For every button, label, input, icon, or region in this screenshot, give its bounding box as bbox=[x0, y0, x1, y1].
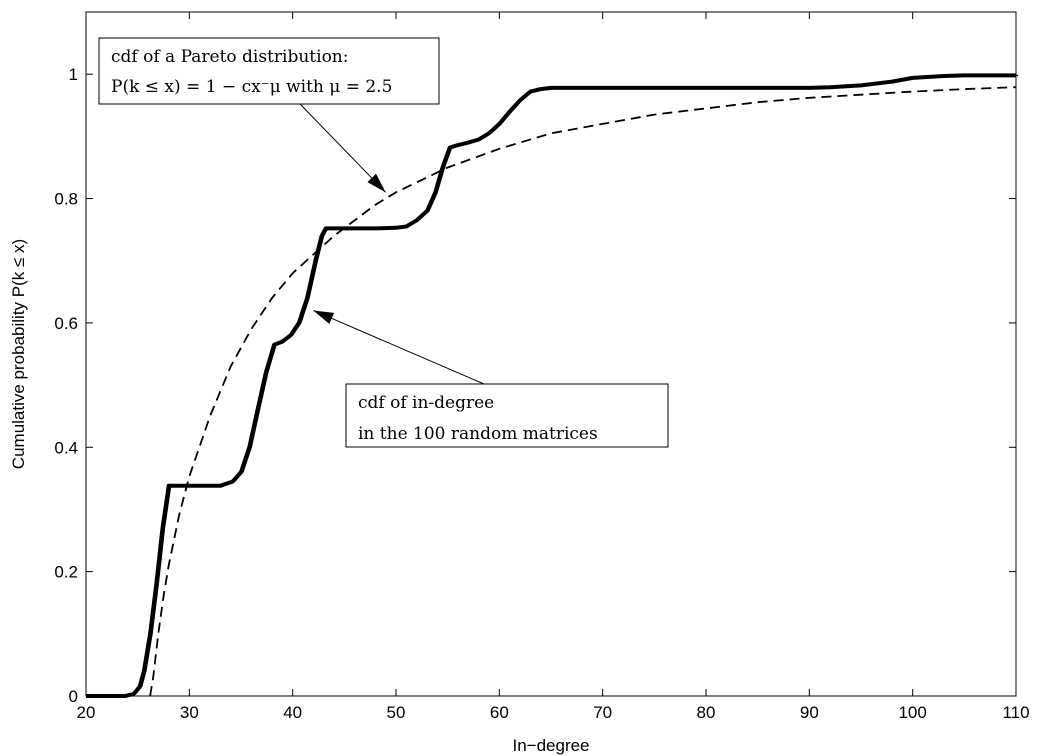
x-tick-label: 50 bbox=[387, 703, 406, 722]
series-indegree-line bbox=[88, 74, 1018, 697]
y-tick-label: 0 bbox=[69, 687, 78, 706]
series-pareto bbox=[149, 86, 1017, 697]
annotation-arrow bbox=[299, 103, 387, 193]
annotation-arrow bbox=[313, 310, 485, 385]
series-layer bbox=[86, 73, 1018, 698]
y-tick-label: 0.8 bbox=[54, 190, 78, 209]
x-tick-label: 90 bbox=[800, 703, 819, 722]
annotation-text: P(k ≤ x) = 1 − cx⁻μ with μ = 2.5 bbox=[111, 77, 392, 97]
annotation-arrowhead bbox=[313, 310, 335, 324]
y-tick-label: 0.6 bbox=[54, 314, 78, 333]
x-tick-label: 100 bbox=[898, 703, 926, 722]
x-tick-label: 70 bbox=[593, 703, 612, 722]
y-tick-label: 1 bbox=[69, 65, 78, 84]
y-axis-label: Cumulative probability P(k ≤ x) bbox=[9, 239, 28, 469]
plot-frame bbox=[85, 11, 1017, 697]
annotation-text: in the 100 random matrices bbox=[358, 424, 598, 444]
y-tick-label: 0.4 bbox=[54, 438, 78, 457]
x-tick-label: 80 bbox=[697, 703, 716, 722]
plot-area: 20 30 40 50 60 70 80 90 100 110 0 0.2 0.4 0.6 0.8 1 bbox=[54, 11, 1030, 722]
annotation-box bbox=[98, 37, 440, 105]
x-tick-label: 30 bbox=[180, 703, 199, 722]
x-tick-label: 20 bbox=[77, 703, 96, 722]
annotation-box bbox=[345, 383, 669, 448]
x-tick-label: 60 bbox=[490, 703, 509, 722]
annotation-indegree: cdf of in-degree in the 100 random matri… bbox=[313, 310, 669, 448]
annotation-pareto: cdf of a Pareto distribution: P(k ≤ x) =… bbox=[98, 37, 440, 193]
x-tick-label: 110 bbox=[1002, 703, 1029, 722]
annotation-text: cdf of in-degree bbox=[358, 393, 494, 413]
x-axis-label: In−degree bbox=[512, 736, 589, 755]
y-tick-label: 0.2 bbox=[54, 563, 78, 582]
annotation-arrowhead bbox=[367, 173, 386, 193]
ticks-layer: 20 30 40 50 60 70 80 90 100 110 0 0.2 0.4 0.6 0.8 1 bbox=[54, 12, 1030, 722]
annotation-text: cdf of a Pareto distribution: bbox=[111, 47, 349, 67]
x-tick-label: 40 bbox=[283, 703, 302, 722]
